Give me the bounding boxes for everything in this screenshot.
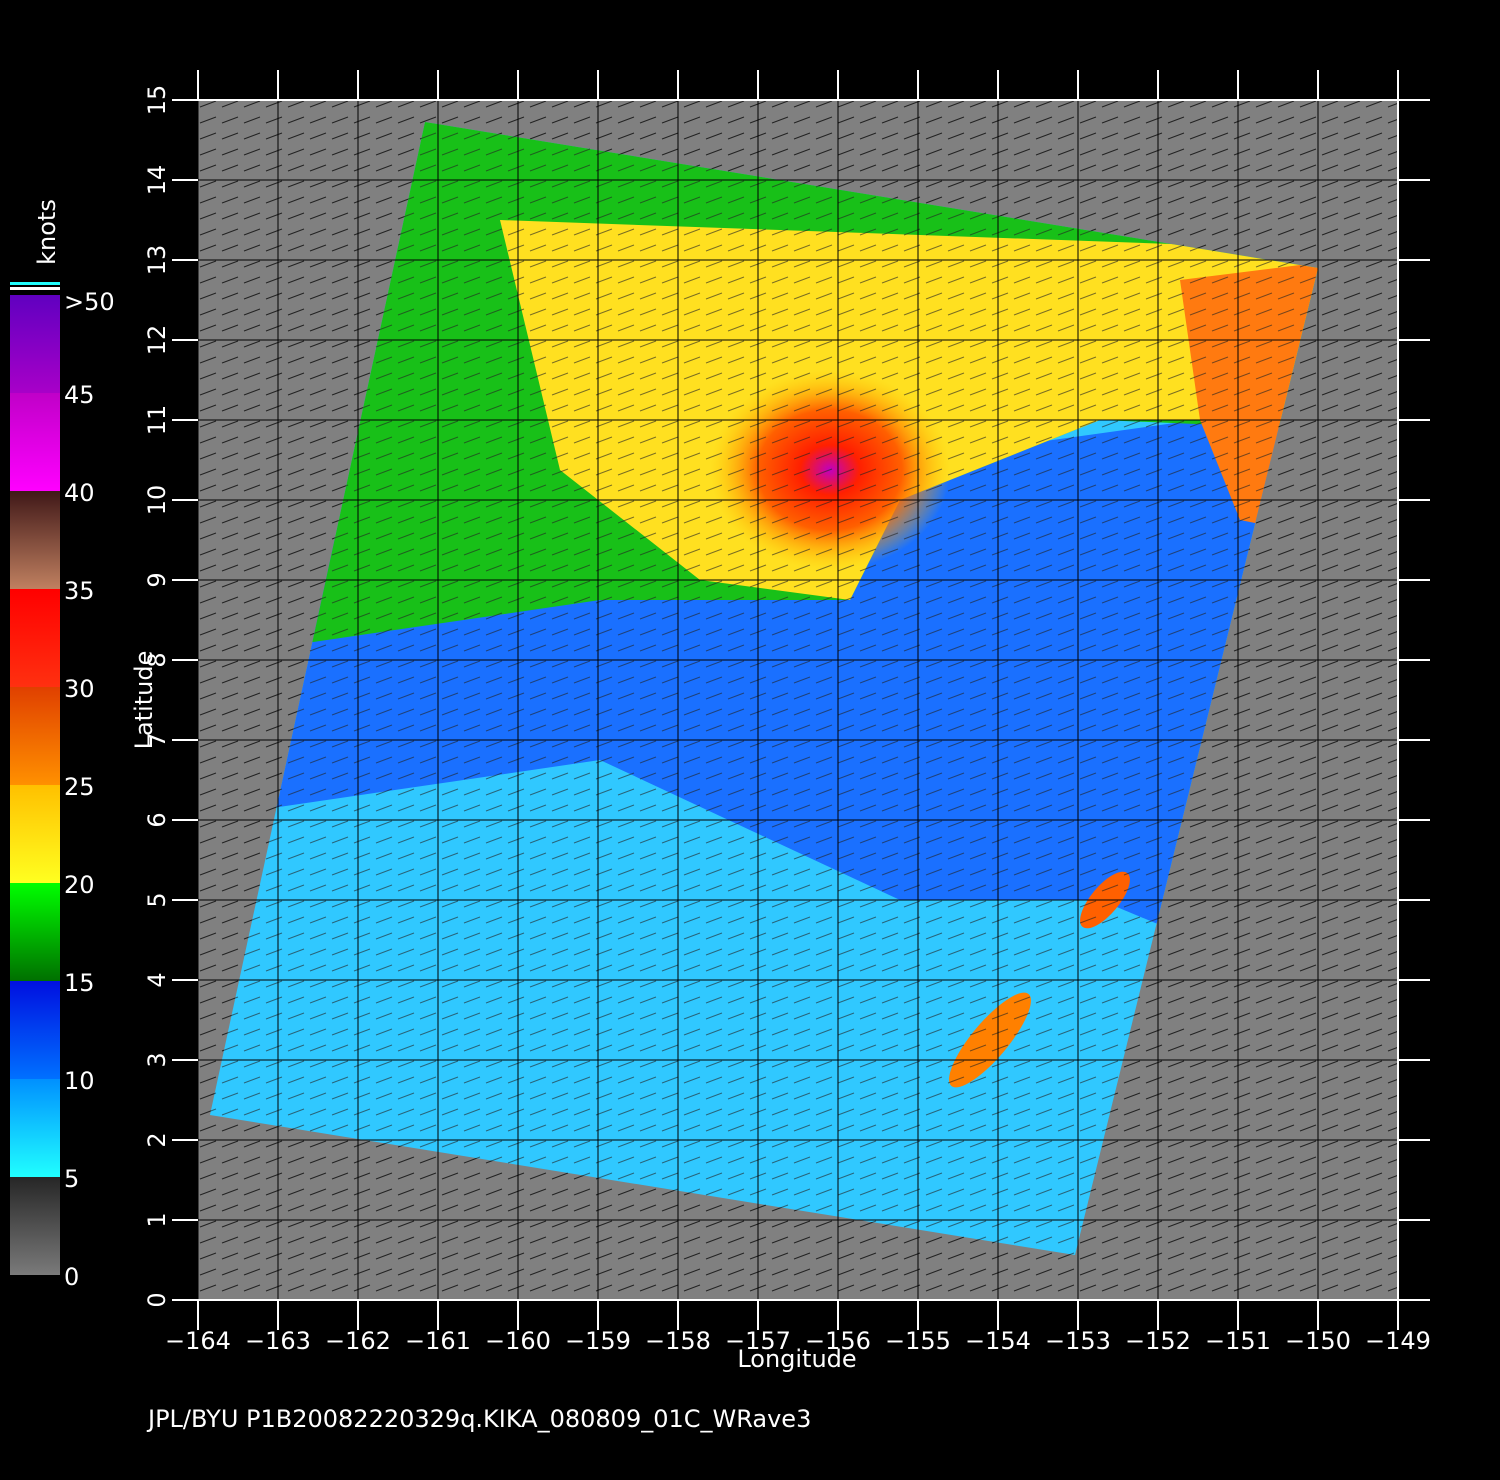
x-tick-label: −164 [165,1327,231,1355]
wind-swath [210,122,1318,1255]
colorbar-tick-label: 30 [64,675,95,703]
colorbar-band [10,491,60,589]
colorbar-tick-label: 0 [64,1263,79,1291]
colorbar-band [10,883,60,981]
y-tick-label: 10 [143,485,171,516]
colorbar-tick-label: 40 [64,479,95,507]
x-tick-label: −150 [1285,1327,1351,1355]
x-tick-label: −161 [405,1327,471,1355]
y-tick-label: 9 [143,572,171,587]
x-tick-label: −160 [485,1327,551,1355]
colorbar-band [10,785,60,883]
y-tick-label: 8 [143,652,171,667]
y-tick-label: 7 [143,732,171,747]
y-axis-label: Latitude [130,651,158,750]
x-tick-label: −152 [1125,1327,1191,1355]
y-tick-label: 3 [143,1052,171,1067]
colorbar-tick-label: 15 [64,969,95,997]
x-tick-label: −149 [1365,1327,1431,1355]
colorbar-tick-label: 45 [64,381,95,409]
colorbar-band [10,981,60,1079]
y-tick-label: 2 [143,1132,171,1147]
x-tick-label: −151 [1205,1327,1271,1355]
colorbar-band [10,393,60,491]
y-tick-label: 6 [143,812,171,827]
x-tick-label: −158 [645,1327,711,1355]
x-tick-label: −153 [1045,1327,1111,1355]
x-tick-label: −154 [965,1327,1031,1355]
colorbar-band [10,295,60,393]
colorbar-tick-label: 20 [64,871,95,899]
footer: JPL/BYU P1B20082220329q.KIKA_080809_01C_… [146,1405,811,1433]
colorbar-band [10,1177,60,1275]
x-tick-label: −155 [885,1327,951,1355]
colorbar-cap [10,282,60,285]
y-tick-label: 12 [143,325,171,356]
colorbar-top-label: >50 [64,288,115,316]
colorbar-tick-label: 25 [64,773,95,801]
y-tick-label: 4 [143,972,171,987]
y-tick-label: 14 [143,165,171,196]
x-tick-label: −163 [245,1327,311,1355]
y-tick-label: 15 [143,85,171,116]
y-tick-label: 0 [143,1292,171,1307]
x-axis-label: Longitude [737,1345,856,1373]
colorbar-tick-label: 35 [64,577,95,605]
y-tick-label: 11 [143,405,171,436]
y-tick-label: 13 [143,245,171,276]
colorbar-band [10,687,60,785]
y-tick-label: 5 [143,892,171,907]
x-tick-label: −159 [565,1327,631,1355]
y-tick-label: 1 [143,1212,171,1227]
x-tick-label: −162 [325,1327,391,1355]
x-tick-label: −157 [725,1327,791,1355]
colorbar-band [10,1079,60,1177]
colorbar-tick-label: 10 [64,1067,95,1095]
colorbar-tick-label: 5 [64,1165,79,1193]
colorbar-cap [10,287,60,290]
axes [172,70,1430,1330]
colorbar-label: knots [33,199,61,265]
x-tick-label: −156 [805,1327,871,1355]
colorbar-band [10,589,60,687]
